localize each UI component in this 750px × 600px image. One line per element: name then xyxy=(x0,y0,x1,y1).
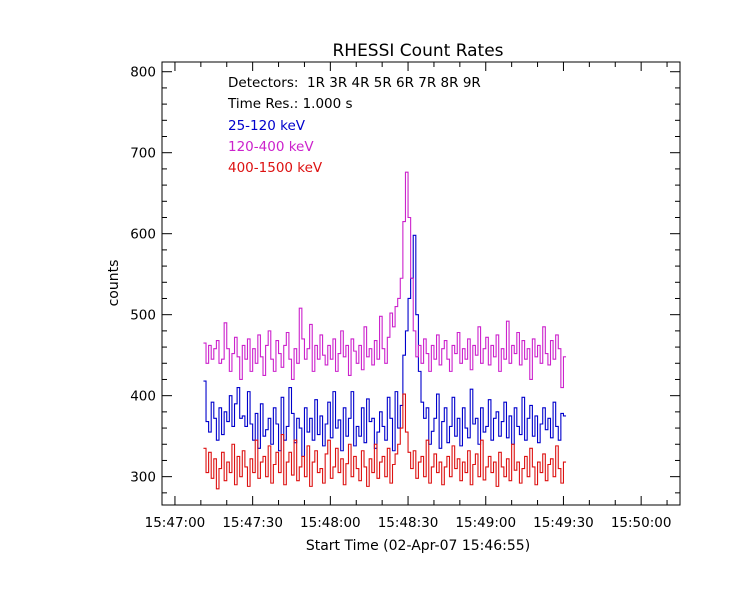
x-tick-label: 15:48:30 xyxy=(378,515,439,531)
x-tick-label: 15:48:00 xyxy=(300,515,361,531)
chart-title: RHESSI Count Rates xyxy=(332,41,503,61)
x-axis-ticks: 15:47:00 15:47:30 15:48:00 15:48:30 15:49:00… xyxy=(145,62,672,531)
y-axis-label: counts xyxy=(106,260,122,307)
x-tick-label: 15:47:00 xyxy=(145,515,206,531)
time-res-annotation: Time Res.: 1.000 s xyxy=(227,96,353,112)
x-tick-label: 15:49:00 xyxy=(455,515,516,531)
legend-entry-120-400: 120-400 keV xyxy=(228,139,314,155)
y-tick-label: 400 xyxy=(130,389,156,405)
y-tick-label: 300 xyxy=(130,470,156,486)
y-axis-ticks: 300 400 500 600 700 800 xyxy=(130,65,680,494)
plot-frame xyxy=(161,61,681,506)
legend-entry-400-1500: 400-1500 keV xyxy=(228,160,323,176)
y-tick-label: 700 xyxy=(130,146,156,162)
x-tick-label: 15:47:30 xyxy=(222,515,283,531)
legend-entry-25-120: 25-120 keV xyxy=(228,118,306,134)
y-tick-label: 600 xyxy=(130,227,156,243)
series-group xyxy=(203,171,567,490)
detectors-annotation: Detectors: 1R 3R 4R 5R 6R 7R 8R 9R xyxy=(228,75,481,91)
x-tick-label: 15:50:00 xyxy=(611,515,672,531)
series-line-0 xyxy=(203,234,567,457)
y-tick-label: 800 xyxy=(130,65,156,81)
series-line-2 xyxy=(203,393,567,490)
y-tick-label: 500 xyxy=(130,308,156,324)
x-axis-label: Start Time (02-Apr-07 15:46:55) xyxy=(306,538,530,554)
series-line-1 xyxy=(203,171,567,389)
x-tick-label: 15:49:30 xyxy=(533,515,594,531)
